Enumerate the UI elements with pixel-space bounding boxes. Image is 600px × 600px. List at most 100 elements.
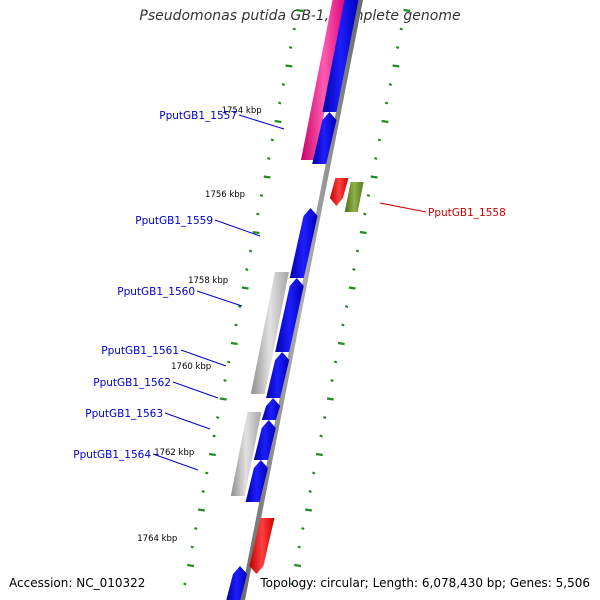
gene-leader-line [172, 381, 219, 399]
gene-feature-blue-1557[interactable] [322, 0, 359, 112]
gene-feature-blue-1557b[interactable] [312, 112, 337, 164]
track-dot [344, 305, 349, 308]
track-dot [267, 157, 271, 160]
gene-leader-line [379, 202, 427, 213]
tick-label: 1760 kbp [171, 362, 211, 372]
gene-feature-gray-1563[interactable] [230, 412, 262, 496]
track-dot [230, 341, 238, 346]
track-dot [245, 268, 249, 271]
track-dot [366, 194, 371, 197]
gene-leader-line [164, 412, 211, 430]
track-dot [263, 175, 271, 179]
track-dot [381, 119, 389, 124]
track-dot [359, 230, 367, 235]
gene-leader-line [196, 290, 243, 307]
track-dot [388, 83, 393, 86]
track-dot [288, 46, 293, 49]
genome-summary-text: Topology: circular; Length: 6,078,430 bp… [260, 576, 590, 590]
tick-label: 1756 kbp [205, 190, 245, 200]
gene-feature-1561[interactable] [266, 352, 290, 398]
track-dot [326, 397, 334, 401]
gene-label[interactable]: PputGB1_1562 [93, 377, 171, 389]
track-dot [277, 101, 282, 105]
gene-feature-1564[interactable] [245, 460, 268, 502]
track-dot [370, 175, 378, 179]
gene-feature-gray-1560[interactable] [250, 272, 289, 394]
track-dot [219, 397, 227, 401]
track-dot [205, 471, 209, 475]
track-dot [319, 434, 323, 438]
track-dot [352, 268, 356, 271]
track-dot [201, 490, 205, 493]
track-dot [403, 8, 411, 13]
track-dot [194, 527, 198, 530]
gene-label[interactable]: PputGB1_1564 [73, 449, 151, 461]
track-dot [252, 230, 260, 235]
track-dot [226, 360, 231, 364]
map-title: Pseudomonas putida GB-1, complete genome [139, 8, 461, 24]
track-dot [301, 527, 305, 530]
track-dot [270, 138, 275, 142]
track-dot [337, 341, 345, 346]
track-dot [248, 249, 253, 253]
track-dot [216, 416, 220, 419]
track-dot [281, 83, 286, 86]
tick-label: 1758 kbp [188, 276, 228, 286]
track-dot [208, 452, 216, 457]
gene-feature-olive-1558[interactable] [344, 182, 364, 212]
track-dot [377, 138, 382, 142]
gene-leader-line [238, 114, 285, 130]
track-dot [190, 545, 194, 549]
gene-feature-1559[interactable] [289, 208, 318, 278]
gene-label[interactable]: PputGB1_1559 [135, 215, 213, 227]
track-dot [341, 323, 345, 327]
track-dot [312, 471, 316, 475]
gene-label[interactable]: PputGB1_1557 [159, 110, 237, 122]
track-dot [294, 563, 302, 568]
gene-feature-1562[interactable] [261, 398, 281, 420]
track-dot [355, 249, 360, 253]
track-dot [399, 27, 403, 31]
track-dot [395, 46, 400, 49]
gene-label[interactable]: PputGB1_1558 [428, 207, 506, 219]
gene-feature-blue-bottom[interactable] [226, 566, 247, 600]
track-dot [333, 360, 338, 364]
track-dot [197, 508, 205, 512]
track-dot [392, 64, 400, 68]
track-dot [223, 379, 227, 382]
track-dot [374, 157, 378, 160]
track-dot [330, 379, 334, 382]
track-dot [285, 64, 293, 68]
gene-leader-line [152, 453, 199, 471]
gene-label[interactable]: PputGB1_1563 [85, 408, 163, 420]
gene-feature-red-1558[interactable] [329, 178, 349, 206]
accession-text: Accession: NC_010322 [9, 576, 146, 590]
gene-feature-red-bottom[interactable] [249, 518, 275, 574]
gene-label[interactable]: PputGB1_1561 [101, 345, 179, 357]
tick-label: 1764 kbp [137, 534, 177, 544]
track-dot [256, 212, 260, 216]
gene-leader-line [180, 349, 227, 367]
gene-feature-pink[interactable] [300, 0, 347, 160]
tick-label: 1754 kbp [222, 106, 262, 116]
track-dot [234, 323, 238, 327]
track-dot [363, 212, 367, 216]
backbone [240, 0, 363, 600]
tick-label: 1762 kbp [154, 448, 194, 458]
track-dot [384, 101, 389, 105]
track-dot [304, 508, 312, 512]
track-dot [315, 452, 323, 457]
track-dot [292, 27, 296, 31]
gene-feature-1560[interactable] [275, 278, 304, 352]
track-dot [308, 490, 312, 493]
track-dot [323, 416, 327, 419]
track-dot [296, 8, 304, 13]
gene-label[interactable]: PputGB1_1560 [117, 286, 195, 298]
track-dot [187, 563, 195, 568]
track-dot [348, 286, 356, 290]
track-dot [241, 286, 249, 290]
gene-feature-1563[interactable] [253, 420, 276, 460]
track-dot [212, 434, 216, 438]
track-dot [297, 545, 301, 549]
